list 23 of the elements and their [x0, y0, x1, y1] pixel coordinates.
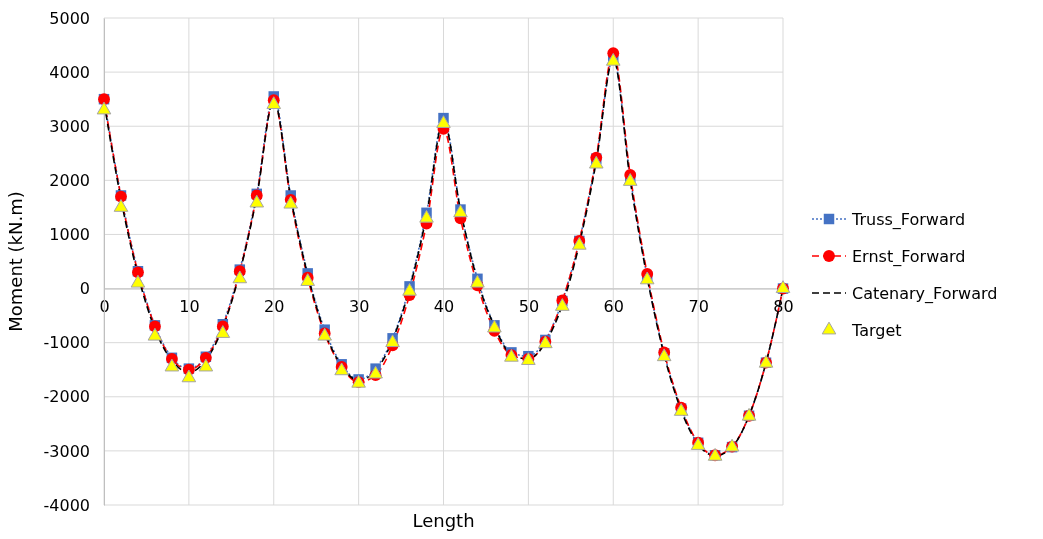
legend-label: Catenary_Forward	[852, 284, 998, 304]
legend-label: Target	[851, 321, 902, 340]
x-tick-label: 20	[264, 296, 285, 316]
y-tick-label: 2000	[49, 170, 90, 190]
y-tick-label: -4000	[43, 495, 90, 515]
x-tick-label: 70	[688, 296, 709, 316]
legend-label: Ernst_Forward	[852, 247, 966, 267]
y-tick-label: 0	[79, 279, 90, 299]
y-tick-label: -2000	[43, 387, 90, 407]
y-axis-title: Moment (kN.m)	[5, 191, 26, 332]
y-tick-label: 3000	[49, 116, 90, 136]
x-tick-label: 30	[348, 296, 370, 316]
y-tick-label: 1000	[49, 225, 90, 245]
x-tick-label: 10	[179, 296, 200, 316]
x-tick-label: 60	[603, 296, 624, 316]
y-tick-label: -1000	[43, 333, 90, 353]
legend-label: Truss_Forward	[851, 210, 966, 230]
x-axis-title: Length	[412, 510, 475, 531]
x-tick-label: 40	[433, 296, 455, 316]
y-tick-label: 4000	[49, 62, 90, 82]
y-tick-label: 5000	[49, 8, 90, 28]
y-tick-label: -3000	[43, 441, 90, 461]
x-tick-label: 50	[518, 296, 540, 316]
